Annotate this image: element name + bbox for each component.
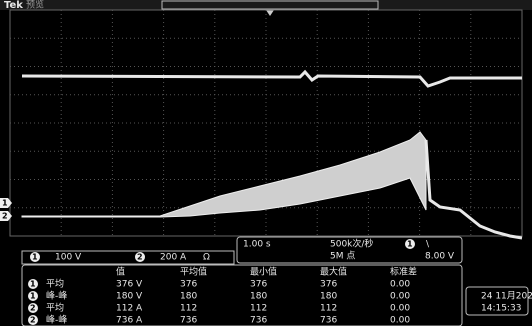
page: Tek 预览 1 2 1 100 V 2 200 A Ω 1.00 s 500k… [0, 0, 532, 326]
cell: 180 [250, 292, 267, 302]
row-label: 平均 [46, 302, 64, 314]
ch-extra: Ω [203, 253, 210, 263]
cell: 0.00 [390, 316, 410, 326]
row-channel: 1 [30, 280, 36, 289]
trigger-level: 8.00 V [425, 252, 455, 262]
ch-scale: 200 A [160, 253, 187, 263]
cell: 376 [180, 280, 197, 290]
row-channel: 2 [30, 304, 36, 313]
cell: 0.00 [390, 304, 410, 314]
row-channel: 2 [30, 316, 36, 325]
cell: 376 [250, 280, 267, 290]
trigger-source: 1 [407, 240, 413, 249]
scope-screen: Tek 预览 1 2 1 100 V 2 200 A Ω 1.00 s 500k… [0, 0, 532, 326]
row-label: 平均 [46, 278, 64, 290]
cell: 112 [180, 304, 197, 314]
sample-rate: 500k次/秒 [330, 238, 373, 250]
column-header: 值 [116, 266, 125, 278]
row-channel: 1 [30, 292, 36, 301]
cell: 736 [250, 316, 267, 326]
timebase-scale: 1.00 s [243, 240, 271, 250]
ch-scale: 100 V [55, 253, 82, 263]
cell: 736 [180, 316, 197, 326]
cell: 112 A [116, 304, 143, 314]
cell: 112 [250, 304, 267, 314]
column-header: 标准差 [390, 266, 417, 278]
cell: 112 [320, 304, 337, 314]
cell: 736 [320, 316, 337, 326]
cell: 0.00 [390, 280, 410, 290]
brand: Tek [4, 0, 23, 11]
cell: 180 V [116, 292, 143, 302]
row-label: 峰-峰 [46, 291, 67, 302]
column-header: 最小值 [250, 266, 277, 278]
ch-id: 2 [137, 253, 143, 262]
mode: 预览 [26, 0, 44, 11]
cell: 180 [320, 292, 337, 302]
clock-date: 24 11月2020 [481, 291, 532, 302]
column-header: 最大值 [320, 266, 347, 278]
marker-label: 2 [2, 212, 8, 221]
column-header: 平均值 [180, 266, 207, 278]
record-length: 5M 点 [330, 251, 355, 262]
row-label: 峰-峰 [46, 315, 67, 326]
cell: 376 V [116, 280, 143, 290]
cell: 736 A [116, 316, 143, 326]
clock-time: 14:15:33 [481, 304, 521, 314]
cell: 0.00 [390, 292, 410, 302]
marker-label: 1 [2, 199, 8, 208]
cell: 376 [320, 280, 337, 290]
ch-id: 1 [32, 253, 38, 262]
cell: 180 [180, 292, 197, 302]
